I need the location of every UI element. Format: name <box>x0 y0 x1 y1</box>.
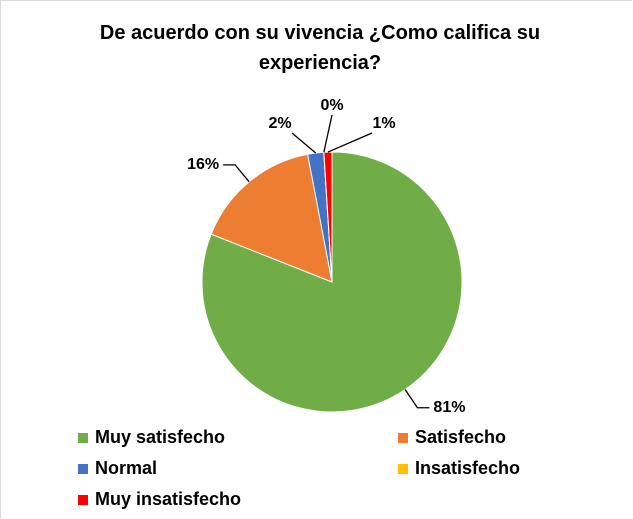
legend-swatch <box>78 433 88 443</box>
leader-line <box>291 132 317 154</box>
leader-line <box>223 164 250 183</box>
leader-line <box>404 389 430 409</box>
data-label: 16% <box>187 156 219 173</box>
legend-swatch <box>398 433 408 443</box>
data-label: 81% <box>433 399 465 416</box>
legend-swatch <box>78 464 88 474</box>
chart-title: De acuerdo con su vivencia ¿Como calific… <box>99 22 541 74</box>
data-label: 0% <box>320 97 343 114</box>
legend-label: Muy satisfecho <box>95 427 225 447</box>
legend-label: Insatisfecho <box>415 458 520 478</box>
data-label: 1% <box>372 115 395 132</box>
pie-slice <box>210 153 333 283</box>
legend-label: Satisfecho <box>415 427 506 447</box>
legend-label: Muy insatisfecho <box>95 489 241 509</box>
data-label: 2% <box>268 115 291 132</box>
leader-line <box>323 114 333 153</box>
leader-line <box>327 132 373 153</box>
legend-swatch <box>78 495 88 505</box>
legend-label: Normal <box>95 458 157 478</box>
legend-swatch <box>398 464 408 474</box>
